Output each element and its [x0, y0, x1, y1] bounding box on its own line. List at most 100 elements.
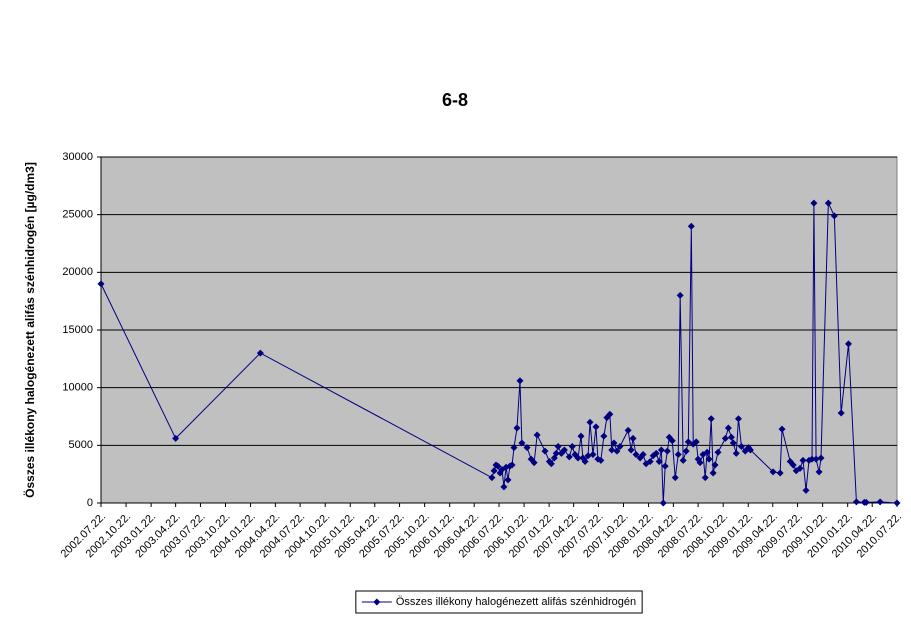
data-point	[504, 476, 512, 484]
data-point	[776, 469, 784, 477]
data-point	[568, 442, 576, 450]
data-point	[629, 434, 637, 442]
data-point	[703, 448, 711, 456]
data-point	[830, 212, 838, 220]
data-point	[852, 498, 860, 506]
data-point	[627, 446, 635, 454]
data-point	[513, 424, 521, 432]
data-point	[796, 464, 804, 472]
data-point	[845, 340, 853, 348]
legend-label: Összes illékony halogénezett alifás szén…	[396, 596, 636, 608]
data-point	[624, 426, 632, 434]
data-point	[655, 457, 663, 465]
data-point	[674, 451, 682, 459]
data-point	[668, 437, 676, 445]
data-point	[577, 432, 585, 440]
data-point	[679, 456, 687, 464]
data-point	[810, 199, 818, 207]
data-point	[837, 409, 845, 417]
data-point	[592, 423, 600, 431]
legend: Összes illékony halogénezett alifás szén…	[355, 590, 643, 614]
data-point	[488, 474, 496, 482]
data-point	[705, 455, 713, 463]
data-point	[711, 461, 719, 469]
data-point	[584, 452, 592, 460]
data-point	[600, 432, 608, 440]
data-point	[799, 456, 807, 464]
data-point	[808, 455, 816, 463]
data-point	[707, 415, 715, 423]
data-point	[663, 447, 671, 455]
data-point	[659, 499, 667, 507]
data-point	[778, 425, 786, 433]
data-point	[533, 431, 541, 439]
y-tick-label: 20000	[62, 266, 93, 278]
y-tick-label: 30000	[62, 151, 93, 163]
data-point	[574, 454, 582, 462]
chart-title: 6-8	[442, 90, 468, 110]
y-tick-label: 0	[87, 497, 93, 509]
data-point	[552, 449, 560, 457]
data-point	[646, 457, 654, 465]
data-point	[547, 460, 555, 468]
data-point	[586, 418, 594, 426]
data-point	[671, 474, 679, 482]
data-point	[815, 468, 823, 476]
data-point	[724, 424, 732, 432]
data-point	[769, 468, 777, 476]
y-tick-label: 10000	[62, 382, 93, 394]
data-point	[876, 498, 884, 506]
data-point	[581, 457, 589, 465]
data-point	[554, 442, 562, 450]
data-point	[709, 469, 717, 477]
data-point	[494, 462, 502, 470]
data-point	[657, 446, 665, 454]
data-point	[606, 410, 614, 418]
data-point	[802, 486, 810, 494]
data-point	[508, 461, 516, 469]
data-point	[597, 456, 605, 464]
data-point	[589, 451, 597, 459]
data-point	[652, 449, 660, 457]
data-point	[523, 444, 531, 452]
data-point	[500, 483, 508, 491]
data-point	[616, 442, 624, 450]
data-point	[721, 434, 729, 442]
data-point	[560, 446, 568, 454]
data-point	[610, 439, 618, 447]
data-point	[613, 447, 621, 455]
data-point	[862, 498, 870, 506]
data-point	[732, 449, 740, 457]
data-point	[746, 446, 754, 454]
data-point	[518, 439, 526, 447]
data-point	[565, 453, 573, 461]
legend-box	[355, 590, 643, 614]
data-point	[684, 438, 692, 446]
legend-marker	[373, 598, 381, 606]
y-tick-label: 5000	[69, 439, 93, 451]
data-point	[737, 442, 745, 450]
data-point	[696, 459, 704, 467]
data-point	[687, 222, 695, 230]
data-point	[692, 438, 700, 446]
data-point	[516, 377, 524, 385]
data-point	[510, 444, 518, 452]
data-point	[729, 439, 737, 447]
data-point	[639, 451, 647, 459]
data-point	[714, 448, 722, 456]
data-point	[256, 349, 264, 357]
data-point	[530, 459, 538, 467]
y-axis-title: Összes illékony halogénezett alifás szén…	[22, 162, 37, 498]
data-point	[97, 280, 105, 288]
y-tick-label: 25000	[62, 209, 93, 221]
data-point	[824, 199, 832, 207]
y-tick-label: 15000	[62, 324, 93, 336]
data-point	[701, 474, 709, 482]
data-point	[541, 447, 549, 455]
data-point	[676, 291, 684, 299]
data-point	[172, 434, 180, 442]
data-point	[812, 455, 820, 463]
data-point	[490, 467, 498, 475]
data-point	[817, 454, 825, 462]
